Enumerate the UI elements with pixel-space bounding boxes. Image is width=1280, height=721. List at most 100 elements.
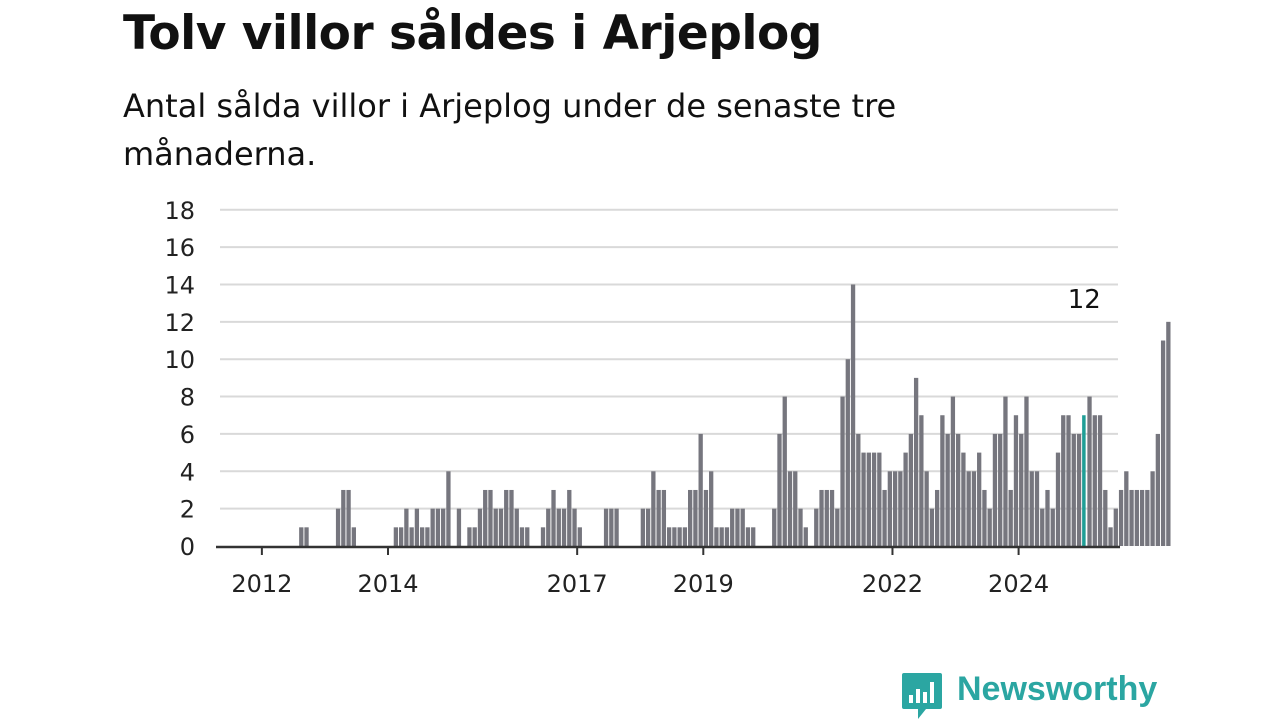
bar — [777, 433, 782, 546]
bar — [341, 489, 346, 546]
bar — [351, 527, 356, 546]
bar — [666, 527, 672, 546]
bar — [861, 452, 866, 546]
bar — [1113, 508, 1118, 546]
bar — [420, 527, 425, 546]
bar — [1145, 489, 1150, 546]
bar — [609, 508, 614, 546]
bar — [1166, 321, 1171, 546]
y-tick-label: 8 — [180, 384, 195, 412]
bar — [772, 508, 777, 546]
bar — [498, 508, 504, 546]
bar — [903, 452, 908, 546]
bar — [1003, 396, 1008, 546]
bar — [682, 527, 688, 546]
bar — [740, 508, 745, 546]
bar — [819, 489, 824, 546]
bar — [551, 489, 556, 546]
y-tick-label: 4 — [180, 458, 195, 486]
bar — [1034, 471, 1040, 546]
bar — [1103, 489, 1108, 546]
chart-title: Tolv villor såldes i Arjeplog — [123, 6, 822, 61]
y-tick-label: 12 — [164, 309, 195, 337]
bar — [556, 508, 561, 546]
newsworthy-logo-text: Newsworthy — [957, 670, 1158, 708]
bar — [561, 508, 567, 546]
bar-highlighted — [1082, 415, 1086, 546]
bar — [672, 527, 677, 546]
bar — [924, 471, 929, 546]
chart-subtitle: Antal sålda villor i Arjeplog under de s… — [123, 87, 897, 173]
x-axis: 2012 2014 2017 2019 2022 2024 — [216, 545, 1120, 598]
bar — [824, 489, 829, 546]
bar — [814, 508, 819, 546]
highlight-value-label: 12 — [1068, 285, 1101, 315]
bar — [661, 489, 667, 546]
bar — [1071, 433, 1076, 546]
bar — [798, 508, 803, 546]
bar — [404, 508, 409, 546]
bar — [829, 489, 835, 546]
bar — [1040, 508, 1045, 546]
bar — [640, 508, 646, 546]
bar — [572, 508, 577, 546]
bar — [393, 527, 399, 546]
bar — [887, 471, 892, 546]
bar — [977, 452, 982, 546]
bar — [1050, 508, 1055, 546]
bar — [1087, 396, 1092, 546]
bar — [1155, 433, 1160, 546]
bar — [971, 471, 977, 546]
y-tick-label: 2 — [180, 496, 195, 524]
bar — [346, 489, 351, 546]
bar — [1118, 489, 1124, 546]
bar — [304, 527, 309, 546]
bar — [934, 489, 940, 546]
bars — [299, 284, 1171, 546]
bar — [871, 452, 877, 546]
bar — [845, 359, 850, 546]
bar — [1076, 433, 1082, 546]
x-tick-label: 2024 — [988, 570, 1049, 598]
y-tick-label: 6 — [180, 421, 195, 449]
bar — [1013, 415, 1019, 546]
y-tick-label: 0 — [180, 533, 195, 561]
bar — [1108, 527, 1113, 546]
bar — [567, 489, 572, 546]
x-tick-label: 2012 — [231, 570, 292, 598]
bar — [835, 508, 840, 546]
bar — [398, 527, 404, 546]
bar — [446, 471, 451, 546]
bar — [1008, 489, 1013, 546]
gridlines — [220, 208, 1118, 510]
bar — [698, 433, 703, 546]
bar — [992, 433, 998, 546]
bar — [898, 471, 903, 546]
bar — [1160, 340, 1166, 546]
bar — [945, 433, 950, 546]
bar — [509, 489, 514, 546]
bar — [940, 415, 945, 546]
bar — [656, 489, 661, 546]
bar — [688, 489, 693, 546]
bar — [793, 471, 798, 546]
bar — [719, 527, 724, 546]
bar — [645, 508, 651, 546]
y-tick-label: 16 — [164, 234, 195, 262]
x-tick-label: 2014 — [357, 570, 418, 598]
bar — [1139, 489, 1145, 546]
bar — [966, 471, 971, 546]
bar — [929, 508, 935, 546]
bar — [1045, 489, 1050, 546]
bar — [651, 471, 656, 546]
bar-chart: 0 2 4 6 8 10 12 14 16 18 2012 2014 2017 2019 2022 2024… — [164, 197, 1171, 598]
bar — [1097, 415, 1103, 546]
bar — [1129, 489, 1134, 546]
bar — [514, 508, 519, 546]
x-tick-label: 2022 — [862, 570, 923, 598]
bar — [425, 527, 430, 546]
bar — [614, 508, 619, 546]
bar — [998, 433, 1003, 546]
bar — [1124, 471, 1129, 546]
bar — [1066, 415, 1071, 546]
